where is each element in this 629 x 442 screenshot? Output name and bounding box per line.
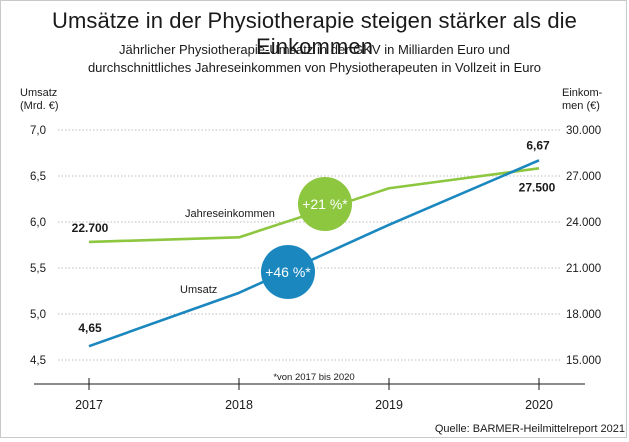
badge-umsatz-circle: [261, 245, 315, 299]
right-tick-label: 18.000: [566, 309, 601, 321]
series-label-jahreseinkommen: Jahreseinkommen: [185, 208, 275, 220]
data-label-umsatz-start: 4,65: [78, 321, 102, 335]
left-axis-title: Umsatz (Mrd. €): [20, 87, 59, 113]
left-tick-label: 5,5: [30, 263, 46, 275]
left-axis-title-line-2: (Mrd. €): [20, 100, 59, 112]
left-tick-label: 5,0: [30, 309, 46, 321]
subtitle-line-1: Jährlicher Physiotherapie-Umsatz in der …: [119, 42, 510, 57]
right-axis-title-line-1: Einkom-: [562, 87, 603, 99]
right-tick-label: 21.000: [566, 263, 601, 275]
series-line-umsatz: [88, 159, 540, 348]
x-tick-label: 2020: [525, 398, 553, 412]
left-tick-label: 6,5: [30, 171, 46, 183]
left-axis-title-line-1: Umsatz: [20, 87, 58, 99]
series-label-umsatz: Umsatz: [180, 284, 217, 296]
x-tick-label: 2018: [225, 398, 253, 412]
badge-jahreseinkommen-label: +21 %*: [302, 196, 348, 212]
right-tick-label: 30.000: [566, 125, 601, 137]
right-tick-label: 27.000: [566, 171, 601, 183]
left-tick-label: 4,5: [30, 355, 46, 367]
badge-umsatz-label: +46 %*: [265, 264, 311, 280]
right-tick-label: 15.000: [566, 355, 601, 367]
footnote: *von 2017 bis 2020: [273, 372, 354, 383]
left-tick-label: 6,0: [30, 217, 46, 229]
subtitle-line-2: durchschnittliches Jahreseinkommen von P…: [87, 60, 542, 75]
chart-title: Umsätze in der Physiotherapie steigen st…: [52, 8, 577, 59]
right-axis-title-line-2: men (€): [562, 100, 600, 112]
data-label-umsatz-end: 6,67: [526, 138, 550, 152]
badge-jahreseinkommen-circle: [298, 177, 352, 231]
right-axis-title: Einkom- men (€): [562, 87, 602, 113]
right-tick-label: 24.000: [566, 217, 601, 229]
x-tick-label: 2017: [75, 398, 103, 412]
left-tick-label: 7,0: [30, 125, 46, 137]
x-tick-label: 2019: [375, 398, 403, 412]
chart-subtitle: Jährlicher Physiotherapie-Umsatz in der …: [0, 41, 629, 77]
data-label-jahreseinkommen-start: 22.700: [72, 221, 109, 235]
source-note: Quelle: BARMER-Heilmittelreport 2021: [434, 423, 625, 435]
data-label-jahreseinkommen-end: 27.500: [519, 180, 556, 194]
